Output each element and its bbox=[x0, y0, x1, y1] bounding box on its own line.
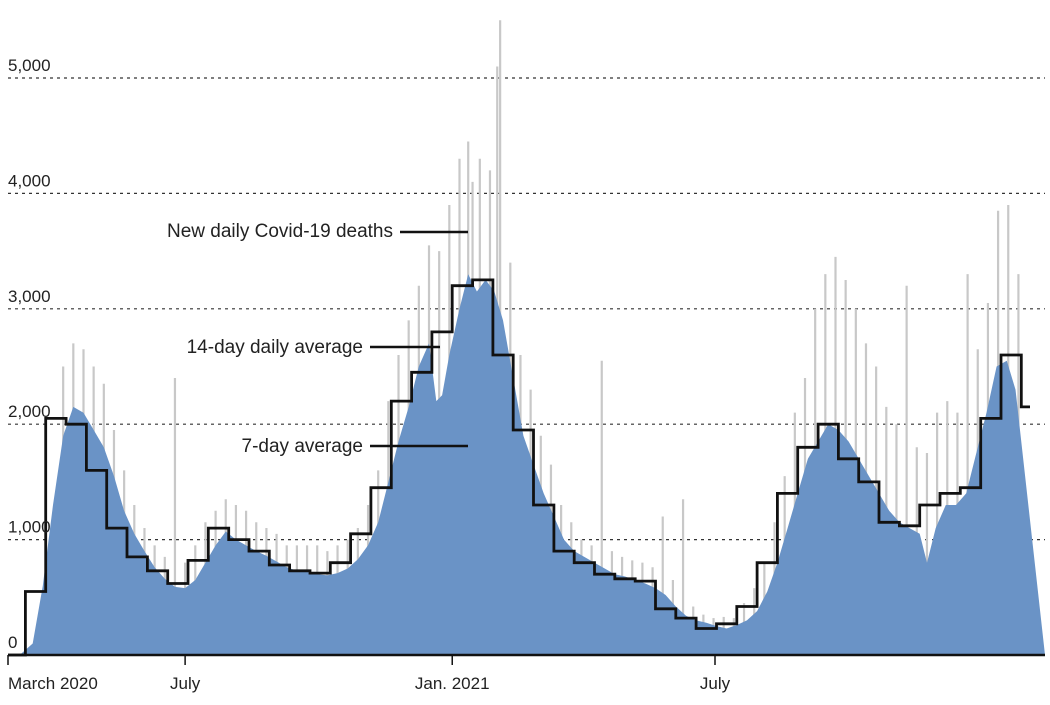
x-tick-label: Jan. 2021 bbox=[415, 674, 490, 693]
y-tick-label: 3,000 bbox=[8, 287, 51, 306]
seven-day-average-area bbox=[8, 274, 1045, 655]
x-tick-label: July bbox=[170, 674, 201, 693]
y-tick-label: 4,000 bbox=[8, 171, 51, 190]
annotation-label-fourteen-day: 14-day daily average bbox=[187, 337, 363, 358]
annotation-label-daily: New daily Covid-19 deaths bbox=[167, 221, 393, 242]
x-tick-label: March 2020 bbox=[8, 674, 98, 693]
seven-day-area-layer bbox=[8, 274, 1045, 655]
y-tick-label: 0 bbox=[8, 633, 17, 652]
y-tick-label: 5,000 bbox=[8, 56, 51, 75]
y-tick-label: 1,000 bbox=[8, 518, 51, 537]
x-tick-label: July bbox=[700, 674, 731, 693]
annotation-label-seven-day: 7-day average bbox=[242, 436, 363, 457]
y-tick-label: 2,000 bbox=[8, 402, 51, 421]
